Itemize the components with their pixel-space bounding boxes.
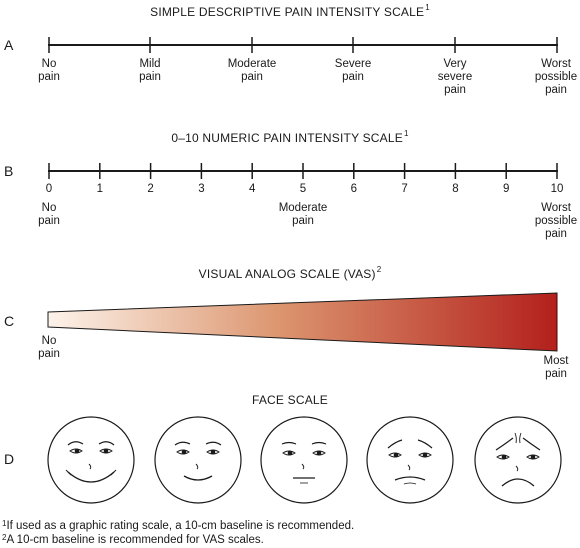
numeric-scale-title-text: 0–10 NUMERIC PAIN INTENSITY SCALE (171, 131, 403, 145)
footnote-2-text: A 10-cm baseline is recommended for VAS … (6, 534, 264, 546)
row-letter-c: C (4, 313, 15, 329)
vas-title: VISUAL ANALOG SCALE (VAS)2 (0, 265, 580, 281)
numeric-tick-label: 8 (452, 183, 459, 195)
numeric-scale-title-sup: 1 (403, 129, 409, 138)
numeric-tick-label: 6 (350, 183, 357, 195)
vas-label-most-pain: Most pain (543, 355, 569, 380)
descriptive-scale-title-sup: 1 (425, 3, 430, 12)
numeric-scale-title: 0–10 NUMERIC PAIN INTENSITY SCALE1 (0, 129, 580, 145)
descriptive-scale-ticks (48, 37, 558, 53)
face-very-sad (474, 416, 562, 504)
numeric-tick-label: 9 (502, 183, 510, 195)
vas-label-no-pain: No pain (38, 335, 60, 360)
descriptive-scale-title-text: SIMPLE DESCRIPTIVE PAIN INTENSITY SCALE (150, 5, 425, 19)
face-sad (366, 416, 454, 504)
footnote-1-marker: 1 (2, 519, 7, 528)
vas-gradient-wedge (47, 292, 558, 352)
descriptive-label-severe-pain: Severe pain (334, 58, 372, 83)
footnote-2-marker: 2 (2, 533, 7, 542)
footnote-1: 1If used as a graphic rating scale, a 10… (2, 519, 354, 533)
numeric-tick-label: 3 (198, 183, 205, 195)
descriptive-label-worst-possible-pain: Worst possible pain (534, 58, 578, 96)
face-neutral (260, 416, 348, 504)
row-letter-d: D (4, 451, 15, 467)
descriptive-label-no-pain: No pain (38, 58, 60, 83)
numeric-label-no-pain: No pain (38, 202, 60, 227)
face-very-happy (47, 416, 135, 504)
numeric-tick-label: 4 (248, 183, 256, 195)
numeric-tick-label: 5 (299, 183, 307, 195)
descriptive-label-mild-pain: Mild pain (139, 58, 161, 83)
numeric-tick-label: 0 (45, 183, 53, 195)
row-letter-b: B (4, 163, 14, 179)
face-happy (154, 416, 242, 504)
numeric-tick-label: 1 (96, 183, 103, 195)
descriptive-label-moderate-pain: Moderate pain (227, 58, 277, 83)
numeric-scale-ticks (48, 163, 558, 179)
numeric-label-moderate-pain: Moderate pain (278, 202, 328, 227)
row-letter-a: A (4, 37, 14, 53)
footnote-1-text: If used as a graphic rating scale, a 10-… (6, 520, 355, 532)
descriptive-scale-title: SIMPLE DESCRIPTIVE PAIN INTENSITY SCALE1 (0, 3, 580, 19)
vas-title-text: VISUAL ANALOG SCALE (VAS) (198, 267, 376, 281)
numeric-tick-label: 7 (401, 183, 408, 195)
numeric-label-worst-possible-pain: Worst possible pain (534, 202, 578, 240)
numeric-tick-label: 10 (550, 183, 564, 195)
face-scale-title: FACE SCALE (251, 393, 329, 407)
numeric-tick-label: 2 (147, 183, 154, 195)
descriptive-label-very-severe-pain: Very severe pain (437, 58, 473, 96)
vas-title-sup: 2 (376, 265, 382, 274)
footnote-2: 2A 10-cm baseline is recommended for VAS… (2, 533, 264, 547)
